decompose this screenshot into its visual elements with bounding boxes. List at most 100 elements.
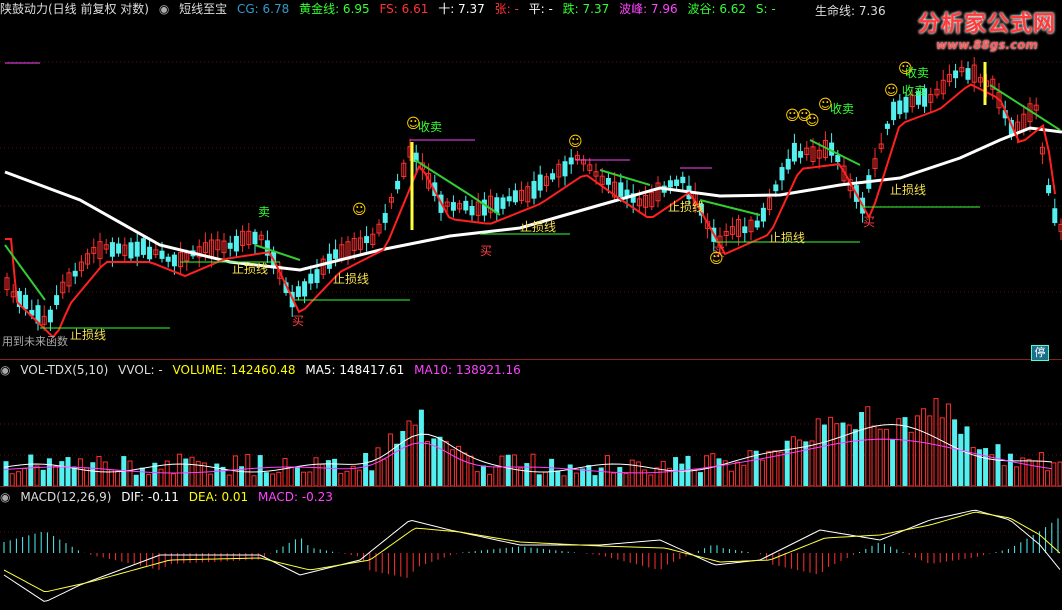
candle-body <box>233 235 239 252</box>
candle-body <box>574 154 580 160</box>
candle-body <box>767 197 773 211</box>
candle-body <box>320 258 326 275</box>
cg-value: CG: 6.78 <box>236 2 290 16</box>
main-chart-header: 陕鼓动力(日线 前复权 对数) ◉ 短线至宝 CG: 6.78 黄金线: 6.9… <box>0 0 782 18</box>
volume-bar <box>474 471 480 487</box>
stop-button[interactable]: 停 <box>1031 345 1049 361</box>
candle-body <box>60 281 66 294</box>
candle-body <box>357 237 363 250</box>
stoploss-label: 止损线 <box>890 183 927 197</box>
volume-bar <box>1001 465 1007 487</box>
candle-body <box>506 196 512 202</box>
volume-bar <box>580 468 586 487</box>
volume-bar <box>809 440 815 487</box>
volume-bar <box>90 462 96 487</box>
smiley-icon: ☺ <box>898 61 913 77</box>
volume-bar <box>208 473 214 487</box>
candle-body <box>128 242 134 259</box>
candle-body <box>450 202 456 211</box>
stoploss-label: 止损线 <box>769 231 806 245</box>
candle-body <box>897 100 903 115</box>
candle-body <box>426 173 432 189</box>
volume-bar <box>226 474 232 487</box>
smiley-icon: ☺ <box>352 202 367 218</box>
indicator-name[interactable]: 短线至宝 <box>179 2 228 16</box>
candle-body <box>202 242 208 254</box>
volume-bar <box>1038 452 1044 487</box>
candle-body <box>500 197 506 209</box>
candle-body <box>946 74 952 83</box>
volume-bar <box>877 428 883 487</box>
volume-dropdown-icon[interactable]: ◉ <box>0 363 11 377</box>
volume-bar <box>449 449 455 487</box>
volume-bar <box>158 468 164 487</box>
candle-body <box>791 142 797 162</box>
macd-dropdown-icon[interactable]: ◉ <box>0 490 11 504</box>
macd-header: ◉ MACD(12,26,9) DIF: -0.11 DEA: 0.01 MAC… <box>0 488 339 506</box>
candle-body <box>395 180 401 190</box>
volume-bar <box>418 409 424 487</box>
candle-body <box>258 234 264 241</box>
volume-bar <box>177 453 183 487</box>
smiley-icon: ☺ <box>785 108 800 124</box>
volume-indicator-name[interactable]: VOL-TDX(5,10) <box>20 363 109 377</box>
smiley-icon: ☺ <box>797 108 812 124</box>
volume-bar <box>865 406 871 487</box>
volume-bar <box>673 457 679 487</box>
volume-bar <box>127 460 133 487</box>
volume-bar <box>499 455 505 487</box>
candle-body <box>562 161 568 177</box>
golden-line-value: 黄金线: 6.95 <box>299 2 370 16</box>
volume-bar <box>555 470 561 487</box>
volume-ma5-line <box>3 424 1053 473</box>
green-ma-line <box>469 194 501 216</box>
take-profit-sell-label: 收卖 <box>905 66 930 80</box>
volume-bar <box>1057 461 1062 487</box>
stoploss-label: 止损线 <box>333 272 370 286</box>
volume-bar <box>363 452 369 487</box>
volume-bar <box>828 416 834 487</box>
volume-bar <box>251 475 257 487</box>
volume-bar <box>648 474 654 487</box>
macd-indicator-name[interactable]: MACD(12,26,9) <box>20 490 112 504</box>
volume-bar <box>753 450 759 487</box>
candle-body <box>54 295 60 306</box>
volume-bar <box>883 428 889 487</box>
candle-body <box>674 179 680 187</box>
volume-bar <box>511 454 517 487</box>
candle-body <box>252 231 258 245</box>
volume-bar <box>257 455 263 487</box>
candle-body <box>41 315 47 325</box>
candle-body <box>556 163 562 178</box>
volume-bar <box>71 466 77 487</box>
vvol-value: VVOL: - <box>118 363 163 377</box>
indicator-dropdown-icon[interactable]: ◉ <box>158 2 170 16</box>
volume-bar <box>53 465 59 487</box>
candle-body <box>928 93 934 103</box>
smiley-icon: ☺ <box>884 83 899 99</box>
ma10-value: MA10: 138921.16 <box>414 363 521 377</box>
candle-body <box>512 190 518 203</box>
candle-body <box>804 147 810 155</box>
candle-body <box>165 256 171 262</box>
candle-body <box>971 64 977 83</box>
stoploss-label: 止损线 <box>232 262 269 276</box>
volume-bar <box>282 457 288 487</box>
candle-body <box>785 158 791 170</box>
candle-body <box>295 286 301 297</box>
volume-bar <box>1051 462 1057 487</box>
panel-divider-bottom[interactable] <box>0 486 1062 487</box>
volume-bar <box>896 418 902 487</box>
volume-bar <box>536 474 542 487</box>
volume-bar <box>803 441 809 487</box>
volume-bar <box>15 471 21 487</box>
volume-bar <box>102 461 108 487</box>
panel-divider-top[interactable] <box>0 359 1062 360</box>
volume-bar <box>437 436 443 487</box>
volume-bar <box>468 455 474 487</box>
candle-body <box>618 182 624 197</box>
smiley-icon: ☺ <box>805 113 820 129</box>
stock-title[interactable]: 陕鼓动力(日线 前复权 对数) <box>0 2 149 16</box>
buy-label: 买 <box>863 215 876 229</box>
